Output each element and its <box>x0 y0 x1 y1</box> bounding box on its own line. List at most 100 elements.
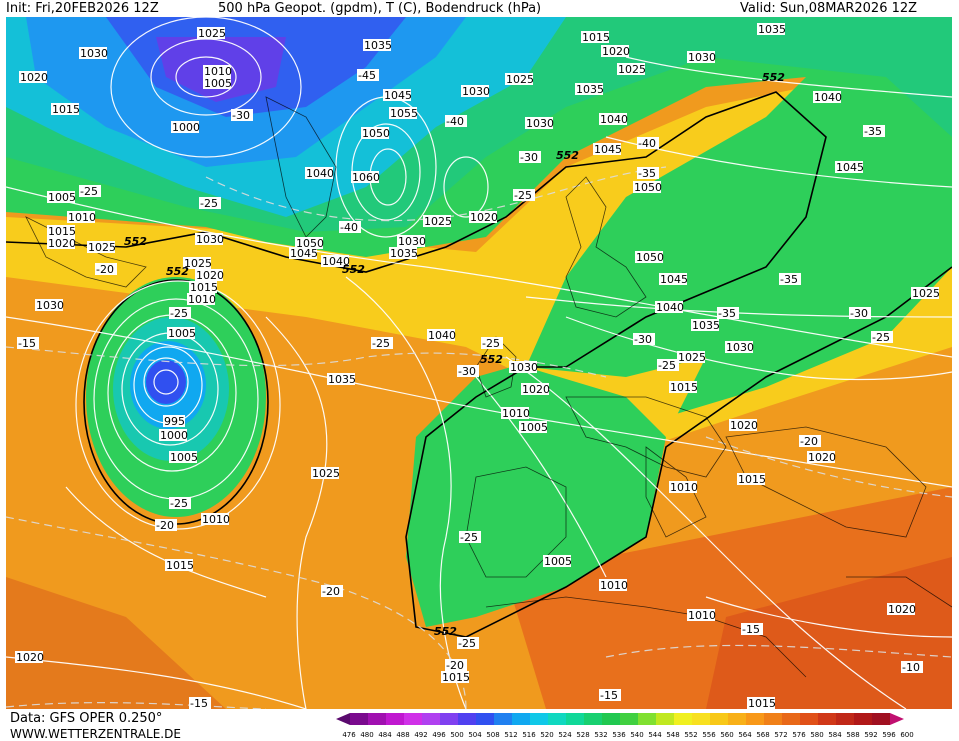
svg-text:-25: -25 <box>514 189 532 202</box>
colorbar-label: 596 <box>882 731 896 739</box>
colorbar-cell <box>854 713 872 725</box>
colorbar-label: 492 <box>414 731 427 739</box>
isobar-labels: 1030 1025 1020 1015 1010 1005 1000 1035 … <box>15 23 940 709</box>
colorbar-label: 496 <box>432 731 446 739</box>
colorbar-label: 592 <box>864 731 877 739</box>
colorbar-cell <box>494 713 512 725</box>
svg-text:1015: 1015 <box>166 559 194 572</box>
colorbar-arrow-high <box>890 713 904 725</box>
svg-text:1030: 1030 <box>36 299 64 312</box>
weather-map: 1030 1025 1020 1015 1010 1005 1000 1035 … <box>6 17 952 709</box>
colorbar-cell <box>512 713 530 725</box>
svg-text:1020: 1020 <box>48 237 76 250</box>
map-title: 500 hPa Geopot. (gpdm), T (C), Bodendruc… <box>218 1 542 16</box>
svg-text:1050: 1050 <box>362 127 390 140</box>
colorbar-label: 488 <box>396 731 409 739</box>
init-time: Init: Fri,20FEB2026 12Z <box>6 1 159 16</box>
svg-text:-45: -45 <box>358 69 376 82</box>
temperature-labels: -45 -30 -40 -25 -25 -40 -30 -25 -40 -35 … <box>17 69 923 709</box>
colorbar-label: 508 <box>486 731 499 739</box>
colorbar-label: 572 <box>774 731 787 739</box>
svg-text:-30: -30 <box>232 109 250 122</box>
svg-text:-15: -15 <box>190 697 208 709</box>
colorbar-label: 564 <box>738 731 752 739</box>
colorbar-cell <box>602 713 620 725</box>
colorbar-cell <box>620 713 638 725</box>
svg-text:552: 552 <box>556 149 579 162</box>
colorbar-label: 540 <box>630 731 643 739</box>
colorbar-cell <box>656 713 674 725</box>
svg-text:1020: 1020 <box>522 383 550 396</box>
svg-text:1015: 1015 <box>748 697 776 709</box>
svg-text:-40: -40 <box>446 115 464 128</box>
svg-text:-15: -15 <box>742 623 760 636</box>
svg-text:1005: 1005 <box>168 327 196 340</box>
colorbar-label: 536 <box>612 731 626 739</box>
colorbar-label: 584 <box>828 731 842 739</box>
svg-text:1025: 1025 <box>618 63 646 76</box>
svg-text:1020: 1020 <box>730 419 758 432</box>
svg-text:1025: 1025 <box>198 27 226 40</box>
svg-text:1030: 1030 <box>196 233 224 246</box>
svg-text:-30: -30 <box>850 307 868 320</box>
svg-text:-25: -25 <box>458 637 476 650</box>
colorbar-label: 512 <box>504 731 517 739</box>
svg-text:-25: -25 <box>372 337 390 350</box>
svg-text:1045: 1045 <box>836 161 864 174</box>
colorbar-cell <box>782 713 800 725</box>
svg-text:-25: -25 <box>200 197 218 210</box>
svg-text:1040: 1040 <box>322 255 350 268</box>
svg-text:1015: 1015 <box>738 473 766 486</box>
svg-text:1010: 1010 <box>188 293 216 306</box>
svg-text:-20: -20 <box>800 435 818 448</box>
svg-text:-30: -30 <box>458 365 476 378</box>
svg-text:1025: 1025 <box>678 351 706 364</box>
svg-text:552: 552 <box>434 625 457 638</box>
colorbar-cell <box>800 713 818 725</box>
colorbar-label: 484 <box>378 731 392 739</box>
contour-552-labels: 552 552 552 552 552 552 552 <box>124 71 785 638</box>
svg-text:1010: 1010 <box>68 211 96 224</box>
svg-text:-35: -35 <box>780 273 798 286</box>
colorbar-cell <box>746 713 764 725</box>
svg-text:1010: 1010 <box>502 407 530 420</box>
colorbar-label: 600 <box>900 731 913 739</box>
svg-text:1055: 1055 <box>390 107 418 120</box>
svg-text:1000: 1000 <box>160 429 188 442</box>
svg-text:1035: 1035 <box>390 247 418 260</box>
colorbar-cell <box>728 713 746 725</box>
svg-text:1025: 1025 <box>912 287 940 300</box>
svg-text:1040: 1040 <box>814 91 842 104</box>
colorbar-cell <box>368 713 386 725</box>
website-link[interactable]: WWW.WETTERZENTRALE.DE <box>10 727 181 741</box>
colorbar-label: 476 <box>342 731 356 739</box>
svg-text:-30: -30 <box>634 333 652 346</box>
colorbar-label: 556 <box>702 731 716 739</box>
colorbar-cell <box>404 713 422 725</box>
svg-text:1005: 1005 <box>170 451 198 464</box>
svg-text:1035: 1035 <box>758 23 786 36</box>
svg-text:1040: 1040 <box>306 167 334 180</box>
colorbar-cell <box>638 713 656 725</box>
svg-text:1025: 1025 <box>424 215 452 228</box>
colorbar-cell <box>566 713 584 725</box>
svg-text:-25: -25 <box>80 185 98 198</box>
svg-text:1030: 1030 <box>462 85 490 98</box>
map-header: Init: Fri,20FEB2026 12Z 500 hPa Geopot. … <box>0 0 959 17</box>
colorbar-cell <box>872 713 890 725</box>
svg-text:1005: 1005 <box>204 77 232 90</box>
svg-text:1050: 1050 <box>296 237 324 250</box>
svg-text:-25: -25 <box>482 337 500 350</box>
colorbar-cell <box>764 713 782 725</box>
svg-text:1020: 1020 <box>20 71 48 84</box>
svg-text:-35: -35 <box>718 307 736 320</box>
colorbar: 476 480 484 488 492 496 500 504 508 512 516 520 524 5… <box>336 713 914 739</box>
colorbar-cell <box>476 713 494 725</box>
svg-text:1030: 1030 <box>688 51 716 64</box>
svg-text:1030: 1030 <box>526 117 554 130</box>
svg-text:-40: -40 <box>340 221 358 234</box>
svg-text:-25: -25 <box>460 531 478 544</box>
colorbar-label: 580 <box>810 731 823 739</box>
colorbar-cell <box>386 713 404 725</box>
colorbar-label: 544 <box>648 731 662 739</box>
